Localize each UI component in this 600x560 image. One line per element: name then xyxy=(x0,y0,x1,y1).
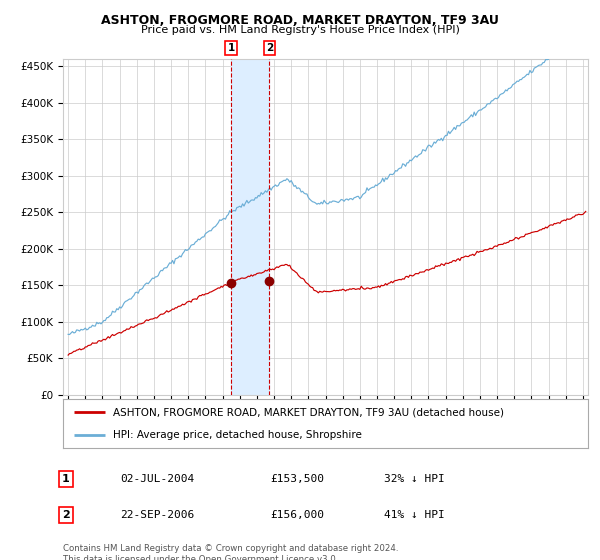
Text: 2: 2 xyxy=(62,510,70,520)
Text: 02-JUL-2004: 02-JUL-2004 xyxy=(120,474,194,484)
Text: 41% ↓ HPI: 41% ↓ HPI xyxy=(384,510,445,520)
Text: £156,000: £156,000 xyxy=(270,510,324,520)
Text: Contains HM Land Registry data © Crown copyright and database right 2024.
This d: Contains HM Land Registry data © Crown c… xyxy=(63,544,398,560)
Text: Price paid vs. HM Land Registry's House Price Index (HPI): Price paid vs. HM Land Registry's House … xyxy=(140,25,460,35)
Text: £153,500: £153,500 xyxy=(270,474,324,484)
Text: 2: 2 xyxy=(266,43,273,53)
Text: ASHTON, FROGMORE ROAD, MARKET DRAYTON, TF9 3AU: ASHTON, FROGMORE ROAD, MARKET DRAYTON, T… xyxy=(101,14,499,27)
Text: 1: 1 xyxy=(227,43,235,53)
Text: ASHTON, FROGMORE ROAD, MARKET DRAYTON, TF9 3AU (detached house): ASHTON, FROGMORE ROAD, MARKET DRAYTON, T… xyxy=(113,407,504,417)
Text: 1: 1 xyxy=(62,474,70,484)
Text: HPI: Average price, detached house, Shropshire: HPI: Average price, detached house, Shro… xyxy=(113,430,362,440)
Text: 22-SEP-2006: 22-SEP-2006 xyxy=(120,510,194,520)
Text: 32% ↓ HPI: 32% ↓ HPI xyxy=(384,474,445,484)
Bar xyxy=(231,59,269,395)
